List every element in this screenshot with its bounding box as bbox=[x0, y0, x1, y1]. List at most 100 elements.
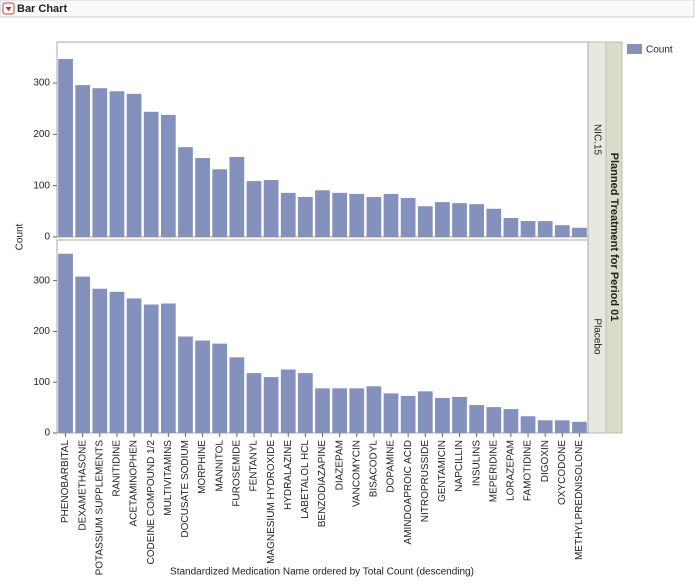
header-title: Bar Chart bbox=[17, 3, 67, 15]
bar bbox=[332, 388, 347, 433]
bar bbox=[195, 340, 210, 433]
bar bbox=[435, 202, 450, 237]
x-tick-label: GENTAMICIN bbox=[437, 440, 448, 502]
bar bbox=[486, 407, 502, 433]
bar bbox=[417, 391, 433, 433]
bar bbox=[520, 221, 536, 237]
bar bbox=[572, 421, 587, 433]
bar bbox=[58, 253, 73, 433]
bar bbox=[212, 169, 228, 237]
bar bbox=[349, 193, 365, 237]
x-tick-label: VANCOMYCIN bbox=[351, 440, 362, 507]
bar bbox=[126, 298, 142, 433]
bar bbox=[366, 196, 382, 237]
x-tick-label: FAMOTIDINE bbox=[523, 440, 534, 501]
y-tick-label: 200 bbox=[33, 326, 50, 337]
menu-arrow bbox=[5, 7, 12, 11]
bar bbox=[75, 85, 91, 238]
legend-label: Count bbox=[646, 45, 673, 56]
bar bbox=[366, 386, 382, 433]
x-tick-label: MORPHINE bbox=[197, 440, 208, 494]
bar bbox=[400, 198, 416, 237]
bar bbox=[195, 157, 210, 237]
x-tick-label: BENZODIAZAPINE bbox=[317, 440, 328, 528]
y-tick-label: 100 bbox=[33, 180, 50, 191]
bar bbox=[520, 416, 536, 433]
x-tick-label: METHYLPREDNISOLONE bbox=[574, 440, 585, 560]
bar bbox=[92, 288, 108, 433]
bar bbox=[263, 180, 279, 237]
bar bbox=[349, 388, 365, 433]
bar bbox=[503, 218, 519, 237]
bar bbox=[280, 192, 296, 237]
x-tick-label: PHENOBARBITAL bbox=[60, 440, 71, 524]
bar bbox=[298, 196, 313, 237]
bar bbox=[280, 369, 296, 433]
panel-label: NIC.15 bbox=[591, 124, 602, 156]
bar bbox=[332, 192, 347, 237]
x-tick-label: ACETAMINOPHEN bbox=[129, 440, 140, 527]
header-bar bbox=[0, 0, 695, 18]
bar bbox=[400, 395, 416, 433]
group-strip-bg bbox=[605, 41, 623, 434]
bar bbox=[126, 93, 142, 237]
x-tick-label: MEPERIDINE bbox=[488, 440, 499, 503]
x-tick-label: MAGNESIUM HYDROXIDE bbox=[266, 440, 277, 564]
bar bbox=[109, 91, 125, 238]
bar bbox=[229, 357, 245, 433]
y-tick-label: 300 bbox=[33, 78, 50, 89]
bar bbox=[469, 204, 485, 237]
bar bbox=[572, 227, 587, 237]
x-tick-label: AMINDOAPROIC ACID bbox=[403, 440, 414, 544]
group-label: Planned Treatment for Period 01 bbox=[608, 153, 620, 322]
bar bbox=[537, 420, 553, 433]
bar bbox=[212, 343, 228, 433]
x-tick-label: BISACODYL bbox=[369, 440, 380, 498]
x-tick-label: DOPAMINE bbox=[386, 440, 397, 493]
x-tick-label: DIGOXIN bbox=[540, 440, 551, 482]
x-tick-label: FENTANYL bbox=[249, 440, 260, 492]
bar bbox=[246, 181, 262, 237]
x-tick-label: RANITIDINE bbox=[112, 440, 123, 497]
bar bbox=[92, 88, 108, 238]
bar bbox=[315, 190, 330, 237]
y-tick-label: 100 bbox=[33, 377, 50, 388]
bar bbox=[383, 193, 399, 237]
bar bbox=[554, 225, 570, 237]
bar bbox=[537, 221, 553, 237]
panel-label: Placebo bbox=[591, 318, 602, 355]
bar bbox=[143, 111, 159, 237]
bar bbox=[75, 276, 91, 433]
x-tick-label: FUROSEMIDE bbox=[231, 440, 242, 507]
y-tick-label: 0 bbox=[44, 232, 50, 243]
x-tick-label: OXYCODONE bbox=[557, 440, 568, 505]
bar bbox=[298, 373, 313, 433]
x-tick-label: HYDRALAZINE bbox=[283, 440, 294, 510]
x-tick-label: INSULINS bbox=[471, 440, 482, 486]
y-tick-label: 0 bbox=[44, 428, 50, 439]
x-tick-label: DOCUSATE SODIUM bbox=[180, 440, 191, 538]
bar bbox=[143, 304, 159, 433]
panel-strip-bg bbox=[587, 41, 607, 434]
y-tick-label: 200 bbox=[33, 129, 50, 140]
bar bbox=[469, 405, 485, 433]
bar bbox=[160, 303, 176, 433]
bar bbox=[178, 147, 193, 237]
bar bbox=[315, 388, 330, 433]
x-axis-title: Standardized Medication Name ordered by … bbox=[170, 567, 474, 578]
x-tick-label: NITROPRUSSIDE bbox=[420, 440, 431, 523]
bar bbox=[503, 409, 519, 433]
bar bbox=[486, 208, 502, 237]
y-tick-label: 300 bbox=[33, 275, 50, 286]
bar bbox=[452, 203, 467, 237]
x-tick-label: DEXAMETHASONE bbox=[77, 440, 88, 531]
x-tick-label: MULTIVITAMINS bbox=[163, 440, 174, 516]
x-tick-label: MANNITOL bbox=[214, 440, 225, 492]
x-tick-label: NAPCILLIN bbox=[454, 440, 465, 492]
bar bbox=[229, 156, 245, 237]
y-axis-title: Count bbox=[15, 223, 26, 250]
x-tick-label: POTASSIUM SUPPLEMENTS bbox=[94, 440, 105, 576]
bar bbox=[109, 291, 125, 433]
bar bbox=[160, 114, 176, 237]
